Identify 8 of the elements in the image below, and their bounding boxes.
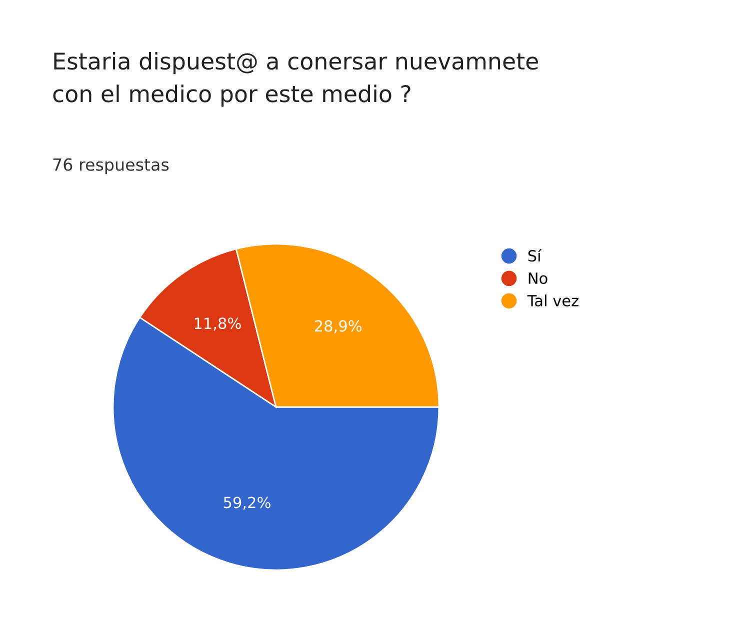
data-label: 11,8%: [194, 318, 241, 331]
legend-label: Tal vez: [527, 294, 578, 306]
chart-title: Estaria dispuest@ a conersar nuevamnete con el medico por este medio ?: [53, 52, 538, 107]
legend-label: No: [528, 272, 548, 284]
data-label: 28,9%: [314, 320, 362, 334]
chart-subtitle: 76 respuestas: [53, 158, 169, 174]
data-label: 59,2%: [224, 496, 270, 510]
legend-label: Sí: [528, 249, 542, 262]
